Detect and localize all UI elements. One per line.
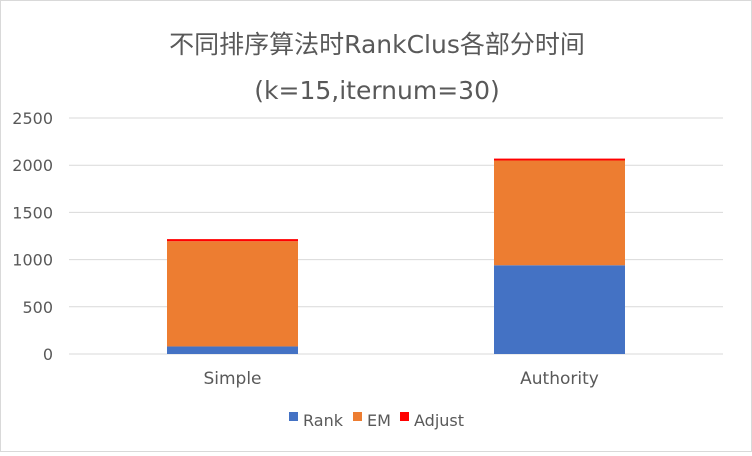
y-tick-label: 2500 [12,109,53,128]
bar-em-simple [167,241,298,347]
legend-label-adjust: Adjust [414,411,464,430]
legend-label-em: EM [367,411,391,430]
legend: Rank EM Adjust [289,411,464,430]
legend-swatch-adjust [400,412,409,421]
legend-swatch-rank [289,412,298,421]
y-axis-ticks: 0 500 1000 1500 2000 2500 [12,109,53,364]
legend-swatch-em [353,412,362,421]
y-tick-label: 1000 [12,251,53,270]
bar-adjust-simple [167,239,298,242]
bar-adjust-authority [494,158,625,161]
bar-rank-authority [494,265,625,354]
y-tick-label: 1500 [12,203,53,222]
y-tick-label: 0 [43,345,53,364]
legend-label-rank: Rank [303,411,344,430]
x-category-label: Authority [520,369,599,389]
bar-em-authority [494,160,625,266]
x-axis-categories: Simple Authority [203,369,598,389]
x-category-label: Simple [203,369,261,389]
y-tick-label: 500 [22,298,53,317]
bar-rank-simple [167,346,298,354]
bars [167,158,625,354]
y-tick-label: 2000 [12,156,53,175]
chart-title: 不同排序算法时RankClus各部分时间 [169,30,585,59]
chart-subtitle: (k=15,iternum=30) [254,76,499,105]
